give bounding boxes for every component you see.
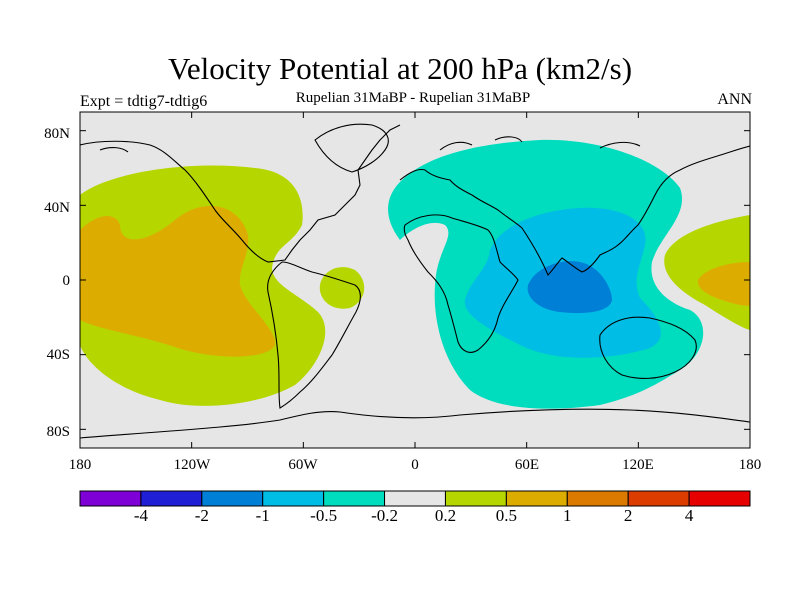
lon-label-180w: 180: [68, 457, 92, 473]
north-america-coast: [80, 124, 401, 263]
antarctica-coast: [80, 408, 750, 439]
colorbar-label: -2: [194, 506, 209, 525]
dateline-core-region: [697, 262, 750, 306]
colorbar: [79, 490, 751, 507]
colorbar-box-9: [627, 490, 690, 507]
colorbar-label: 0.5: [495, 506, 517, 525]
plot-subtitle: Rupelian 31MaBP - Rupelian 31MaBP: [295, 90, 531, 106]
lon-label-60w: 60W: [288, 457, 318, 473]
greenland-coast: [314, 123, 389, 173]
pacific-core-region: [80, 205, 276, 357]
lat-label-80s: 80S: [46, 424, 70, 440]
colorbar-label: -1: [255, 506, 270, 525]
australia-coast: [599, 316, 697, 379]
lon-label-120w: 120W: [173, 457, 211, 473]
arctic-islands-coast: [99, 136, 641, 153]
axis-ticks: [79, 112, 751, 448]
lat-label-80n: 80N: [44, 126, 70, 142]
coastlines: [80, 123, 750, 439]
lon-label-0: 0: [411, 457, 419, 473]
plot-title: Velocity Potential at 200 hPa (km2/s): [167, 51, 633, 86]
colorbar-box-8: [566, 490, 629, 507]
colorbar-box-0: [79, 490, 142, 507]
south-america-coast: [267, 261, 361, 409]
colorbar-label: 1: [563, 506, 572, 525]
colorbar-label: -4: [133, 506, 148, 525]
colorbar-box-5: [384, 490, 446, 507]
lon-label-120e: 120E: [622, 457, 654, 473]
colorbar-label: 2: [623, 506, 633, 525]
lon-label-60e: 60E: [514, 457, 540, 473]
lat-label-0: 0: [62, 273, 71, 289]
season-label: ANN: [717, 91, 752, 108]
colorbar-label: 4: [684, 506, 694, 525]
colorbar-box-3: [262, 490, 325, 507]
lat-label-40n: 40N: [44, 200, 70, 216]
colorbar-box-7: [505, 490, 568, 507]
lon-label-180e: 180: [738, 457, 762, 473]
lat-label-40s: 40S: [46, 347, 70, 363]
colorbar-box-10: [688, 490, 751, 507]
colorbar-box-2: [201, 490, 264, 507]
africa-coast: [403, 214, 519, 353]
colorbar-box-4: [323, 490, 386, 507]
colorbar-label: -0.2: [371, 506, 398, 525]
experiment-label: Expt = tdtig7-tdtig6: [80, 93, 208, 110]
eurasia-coast: [399, 145, 750, 276]
colorbar-box-1: [140, 490, 203, 507]
colorbar-box-6: [444, 490, 507, 507]
colorbar-label: -0.5: [310, 506, 338, 525]
colorbar-label: 0.2: [434, 506, 457, 525]
